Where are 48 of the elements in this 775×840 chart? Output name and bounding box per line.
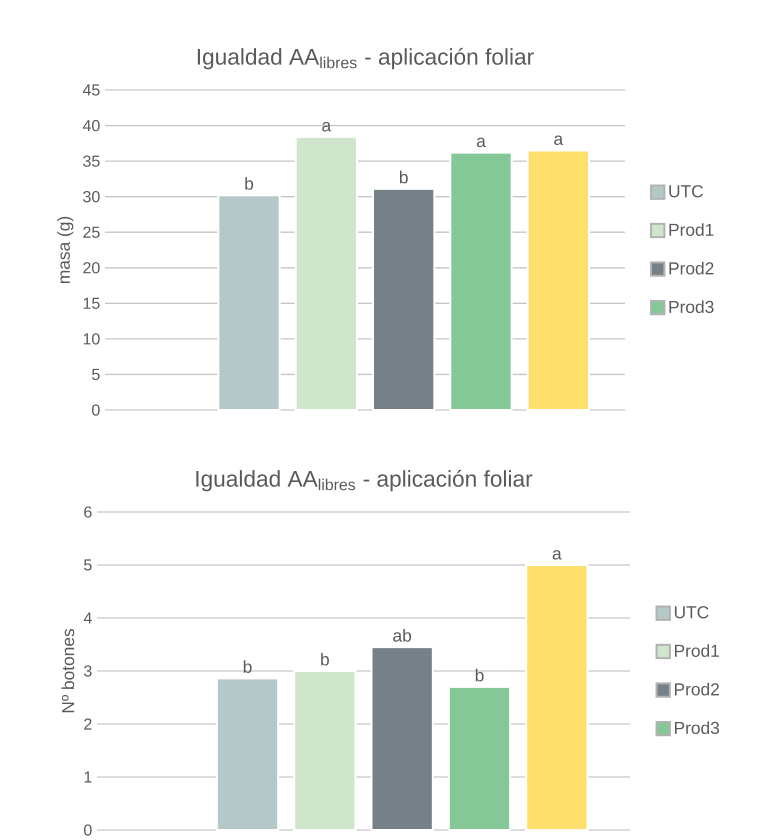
chart-title: Igualdad AA$_{libres}$ - aplicación foliar xyxy=(196,470,532,492)
bar xyxy=(370,646,434,831)
bar xyxy=(216,677,280,831)
legend-label: UTC xyxy=(669,185,704,198)
y-tick-label: 5 xyxy=(92,368,100,380)
y-tick-label: 1 xyxy=(84,772,92,782)
legend-label: Prod1 xyxy=(674,644,719,657)
y-tick-label: 20 xyxy=(83,262,100,274)
data-label: a xyxy=(322,122,332,132)
data-label: a xyxy=(552,550,562,560)
y-tick-label: 0 xyxy=(92,404,100,416)
y-tick-label: 10 xyxy=(84,333,100,345)
y-tick-label: 2 xyxy=(84,718,92,730)
bar xyxy=(293,670,356,831)
y-tick-label: 15 xyxy=(84,298,100,309)
data-label: a xyxy=(554,136,564,146)
y-tick-label: 35 xyxy=(83,155,100,167)
y-tick-label: 25 xyxy=(83,226,100,238)
data-label: b xyxy=(244,660,252,673)
data-label: b xyxy=(476,668,484,682)
legend-label: Prod3 xyxy=(674,721,720,734)
y-tick-label: 40 xyxy=(82,120,100,132)
bar xyxy=(217,194,281,411)
bar xyxy=(449,152,513,411)
bar xyxy=(372,188,436,411)
data-label: b xyxy=(321,652,329,666)
data-label: a xyxy=(476,138,486,148)
bar xyxy=(525,564,588,831)
y-tick-label: 0 xyxy=(84,824,92,836)
data-label: b xyxy=(245,177,254,190)
y-tick-label: 4 xyxy=(84,612,92,624)
bar xyxy=(294,136,358,411)
data-label: ab xyxy=(393,628,412,642)
y-tick-label: 3 xyxy=(84,665,92,677)
legend-label: Prod3 xyxy=(669,300,714,314)
y-tick-label: 6 xyxy=(84,506,92,518)
legend-label: Prod1 xyxy=(669,223,714,236)
y-axis-title: Nº botones xyxy=(62,628,74,712)
y-tick-label: 5 xyxy=(84,559,92,571)
chart-title: Igualdad AA$_{libres}$ - aplicación foliar xyxy=(198,48,534,70)
y-tick-label: 45 xyxy=(82,84,100,96)
legend-label: Prod2 xyxy=(669,262,714,274)
legend-label: UTC xyxy=(674,606,709,618)
y-axis-title: masa (g) xyxy=(57,216,74,284)
legend-label: Prod2 xyxy=(674,682,719,696)
data-label: b xyxy=(400,170,408,184)
y-tick-label: 30 xyxy=(83,191,100,202)
bar xyxy=(448,686,512,831)
